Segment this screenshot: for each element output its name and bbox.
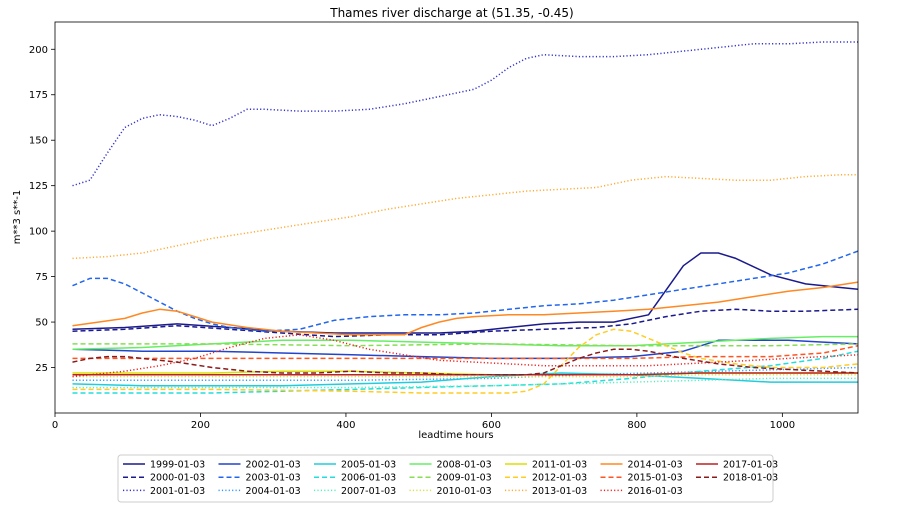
y-tick-label: 50	[35, 318, 48, 329]
legend-label: 2002-01-03	[246, 460, 301, 471]
legend-label: 2008-01-03	[437, 460, 492, 471]
x-tick-label: 800	[627, 420, 646, 431]
legend-label: 2006-01-03	[341, 473, 396, 484]
y-tick-label: 75	[35, 272, 48, 283]
series-line-1999-01-03	[72, 252, 858, 334]
legend-label: 2007-01-03	[341, 486, 396, 497]
x-tick-label: 600	[482, 420, 501, 431]
series-line-2012-01-03	[72, 328, 858, 394]
legend-label: 2018-01-03	[723, 473, 778, 484]
series-line-2008-01-03	[72, 335, 858, 351]
legend-label: 2009-01-03	[437, 473, 492, 484]
x-axis-label: leadtime hours	[418, 430, 493, 441]
series-line-2001-01-03	[72, 41, 858, 187]
legend: 1999-01-03 2000-01-03 2001-01-03 2002-01-03…	[117, 454, 778, 503]
legend-label: 2001-01-03	[150, 486, 205, 497]
legend-label: 2012-01-03	[532, 473, 587, 484]
y-tick-label: 100	[29, 227, 48, 238]
y-tick-label: 125	[29, 181, 48, 192]
legend-label: 2003-01-03	[246, 473, 301, 484]
y-tick-label: 200	[29, 45, 48, 56]
legend-label: 2017-01-03	[723, 460, 778, 471]
series-line-2015-01-03	[72, 344, 858, 360]
legend-label: 2016-01-03	[628, 486, 683, 497]
legend-label: 2011-01-03	[532, 460, 587, 471]
series-line-2016-01-03	[72, 334, 858, 378]
series-line-2000-01-03	[72, 308, 858, 338]
series-line-2005-01-03	[72, 372, 858, 387]
chart-title: Thames river discharge at (51.35, -0.45)	[329, 6, 574, 20]
legend-label: 2010-01-03	[437, 486, 492, 497]
plot-frame	[54, 21, 859, 414]
series-line-2009-01-03	[72, 343, 858, 347]
y-tick-label: 25	[35, 363, 48, 374]
series-line-2003-01-03	[72, 250, 858, 332]
x-tick-label: 1000	[770, 420, 795, 431]
x-tick-label: 0	[52, 420, 58, 431]
legend-label: 2000-01-03	[150, 473, 205, 484]
legend-label: 2013-01-03	[532, 486, 587, 497]
axes: 0 200 400 600 800 1000 25 50 75 100 125 150 175 200	[29, 21, 859, 431]
series-line-2014-01-03	[72, 281, 858, 336]
legend-label: 2015-01-03	[628, 473, 683, 484]
legend-label: 2004-01-03	[246, 486, 301, 497]
legend-box	[117, 454, 774, 503]
legend-label: 1999-01-03	[150, 460, 205, 471]
series-line-2018-01-03	[72, 348, 858, 376]
plot-lines	[72, 41, 858, 394]
series-line-2013-01-03	[72, 174, 858, 260]
x-tick-label: 400	[336, 420, 355, 431]
y-tick-label: 175	[29, 90, 48, 101]
legend-label: 2005-01-03	[341, 460, 396, 471]
x-tick-label: 200	[191, 420, 210, 431]
legend-label: 2014-01-03	[628, 460, 683, 471]
y-axis-label: m**3 s**-1	[12, 190, 23, 244]
y-tick-label: 150	[29, 136, 48, 147]
